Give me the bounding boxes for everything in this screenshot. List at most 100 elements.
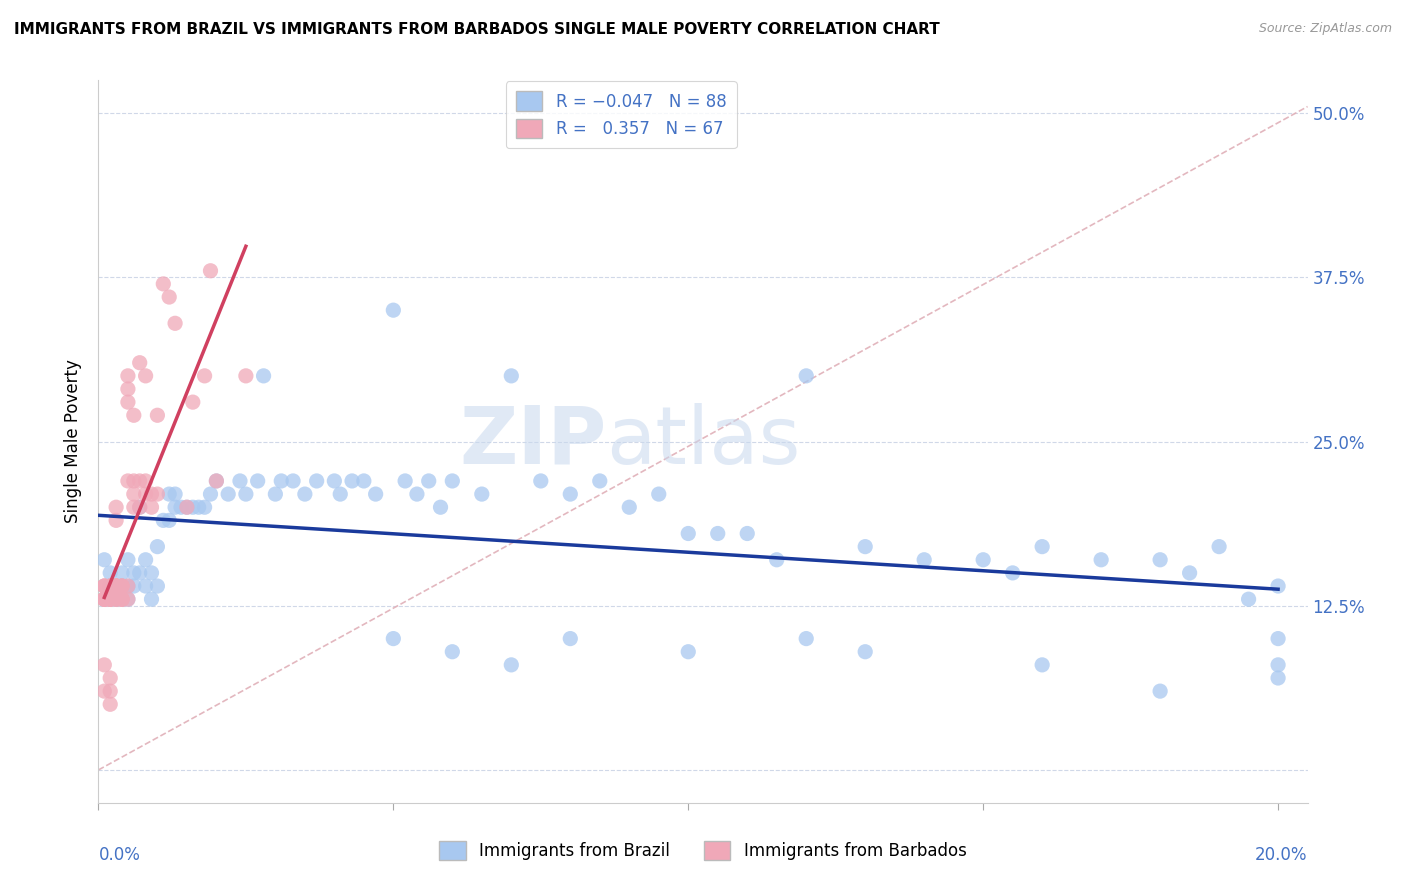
- Point: [382, 303, 405, 318]
- Point: [235, 368, 257, 383]
- Point: [152, 277, 174, 291]
- Point: [146, 540, 169, 554]
- Point: [1001, 566, 1024, 580]
- Point: [122, 500, 145, 515]
- Point: [105, 579, 128, 593]
- Point: [501, 368, 523, 383]
- Point: [406, 487, 429, 501]
- Point: [98, 579, 121, 593]
- Point: [135, 368, 157, 383]
- Point: [429, 500, 451, 515]
- Point: [117, 592, 139, 607]
- Point: [340, 474, 363, 488]
- Point: [105, 579, 128, 593]
- Point: [111, 579, 134, 593]
- Point: [217, 487, 239, 501]
- Point: [1208, 540, 1230, 554]
- Point: [105, 579, 128, 593]
- Point: [111, 592, 134, 607]
- Point: [560, 487, 582, 501]
- Text: atlas: atlas: [606, 402, 800, 481]
- Point: [128, 500, 150, 515]
- Point: [181, 395, 204, 409]
- Point: [135, 579, 157, 593]
- Point: [98, 592, 121, 607]
- Point: [117, 382, 139, 396]
- Point: [117, 592, 139, 607]
- Point: [146, 579, 169, 593]
- Text: ZIP: ZIP: [458, 402, 606, 481]
- Point: [323, 474, 346, 488]
- Point: [117, 368, 139, 383]
- Point: [98, 684, 121, 698]
- Point: [157, 487, 180, 501]
- Point: [853, 645, 876, 659]
- Point: [152, 513, 174, 527]
- Point: [165, 500, 187, 515]
- Point: [93, 592, 115, 607]
- Point: [93, 579, 115, 593]
- Point: [157, 513, 180, 527]
- Point: [117, 395, 139, 409]
- Point: [501, 657, 523, 672]
- Point: [93, 592, 115, 607]
- Point: [93, 553, 115, 567]
- Point: [98, 671, 121, 685]
- Point: [200, 264, 222, 278]
- Point: [105, 579, 128, 593]
- Point: [194, 368, 217, 383]
- Point: [560, 632, 582, 646]
- Point: [117, 579, 139, 593]
- Point: [281, 474, 304, 488]
- Point: [735, 526, 758, 541]
- Point: [1178, 566, 1201, 580]
- Point: [128, 474, 150, 488]
- Point: [205, 474, 228, 488]
- Point: [122, 566, 145, 580]
- Point: [794, 632, 817, 646]
- Point: [117, 553, 139, 567]
- Point: [264, 487, 287, 501]
- Point: [235, 487, 257, 501]
- Point: [619, 500, 641, 515]
- Point: [394, 474, 416, 488]
- Point: [105, 592, 128, 607]
- Point: [853, 540, 876, 554]
- Point: [98, 579, 121, 593]
- Point: [589, 474, 612, 488]
- Point: [111, 592, 134, 607]
- Point: [471, 487, 494, 501]
- Point: [1031, 540, 1053, 554]
- Point: [105, 592, 128, 607]
- Legend: Immigrants from Brazil, Immigrants from Barbados: Immigrants from Brazil, Immigrants from …: [433, 834, 973, 867]
- Point: [648, 487, 671, 501]
- Point: [122, 487, 145, 501]
- Point: [117, 474, 139, 488]
- Point: [98, 592, 121, 607]
- Point: [93, 684, 115, 698]
- Point: [1267, 671, 1289, 685]
- Point: [157, 290, 180, 304]
- Point: [111, 592, 134, 607]
- Point: [105, 592, 128, 607]
- Point: [111, 579, 134, 593]
- Point: [111, 592, 134, 607]
- Point: [794, 368, 817, 383]
- Point: [382, 632, 405, 646]
- Y-axis label: Single Male Poverty: Single Male Poverty: [65, 359, 83, 524]
- Point: [135, 474, 157, 488]
- Point: [170, 500, 193, 515]
- Point: [329, 487, 352, 501]
- Point: [441, 645, 464, 659]
- Point: [1031, 657, 1053, 672]
- Point: [972, 553, 994, 567]
- Point: [93, 592, 115, 607]
- Text: Source: ZipAtlas.com: Source: ZipAtlas.com: [1258, 22, 1392, 36]
- Point: [205, 474, 228, 488]
- Point: [912, 553, 935, 567]
- Point: [98, 698, 121, 712]
- Point: [105, 579, 128, 593]
- Point: [141, 487, 163, 501]
- Point: [1237, 592, 1260, 607]
- Point: [98, 579, 121, 593]
